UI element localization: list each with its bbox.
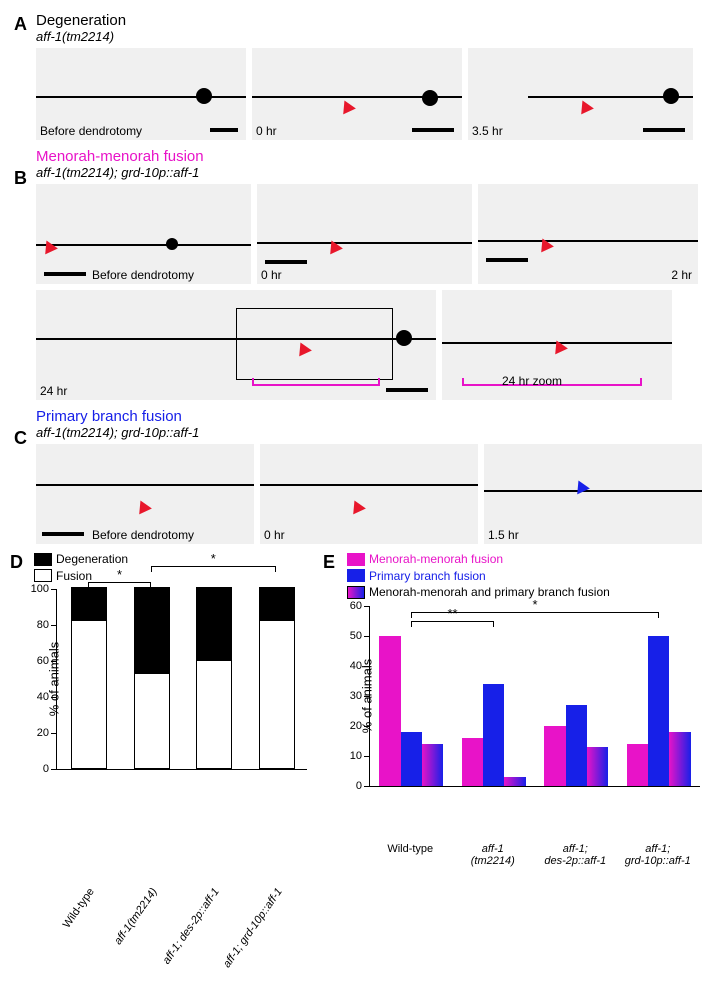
bar-fusion (259, 619, 295, 769)
scalebar (210, 128, 238, 132)
label-b-24hz: 24 hr zoom (502, 374, 562, 388)
bar-both (669, 732, 690, 786)
micrograph-b-24h: 24 hr (36, 290, 436, 400)
micrograph-a-before: Before dendrotomy (36, 48, 246, 140)
chart-e-area: % of animals 0102030405060*** (369, 606, 700, 787)
panel-c-images: Before dendrotomy 0 hr 1.5 hr (36, 444, 709, 544)
bar-degeneration (259, 587, 295, 621)
genotype-c: aff-1(tm2214); grd-10p::aff-1 (36, 425, 709, 440)
ylabel-d: % of animals (47, 642, 62, 716)
bracket-magenta (252, 378, 380, 386)
label-c-1-5h: 1.5 hr (488, 528, 519, 542)
micrograph-c-before: Before dendrotomy (36, 444, 254, 544)
panel-c: C Primary branch fusion aff-1(tm2214); g… (10, 408, 709, 544)
panel-a-images: Before dendrotomy 0 hr 3.5 hr (36, 48, 709, 140)
chart-d: D DegenerationFusion % of animals 020406… (10, 552, 313, 880)
bar-menorah (462, 738, 483, 786)
title-degeneration: Degeneration (36, 12, 709, 29)
micrograph-c-0h: 0 hr (260, 444, 478, 544)
scalebar (643, 128, 685, 132)
panel-letter-e: E (323, 552, 335, 573)
micrograph-c-1-5h: 1.5 hr (484, 444, 702, 544)
panel-letter-c: C (14, 428, 27, 449)
bar-primary (566, 705, 587, 786)
label-b-24h: 24 hr (40, 384, 67, 398)
xtick-label: aff-1;grd-10p::aff-1 (617, 843, 700, 867)
micrograph-b-24h-zoom: 24 hr zoom (442, 290, 672, 400)
panel-letter-d: D (10, 552, 23, 573)
title-primary: Primary branch fusion (36, 408, 709, 425)
xtick-label: Wild-type (61, 886, 97, 930)
panel-b-images-row1: Before dendrotomy 0 hr 2 hr (36, 184, 709, 284)
xtick-label: aff-1; des-2p::aff-1 (161, 886, 222, 967)
panel-a: A Degeneration aff-1(tm2214) Before dend… (10, 12, 709, 140)
label-b-2h: 2 hr (671, 268, 692, 282)
bar-menorah (627, 744, 648, 786)
bar-primary (401, 732, 422, 786)
bar-both (422, 744, 443, 786)
label-a-3-5h: 3.5 hr (472, 124, 503, 138)
micrograph-b-0h: 0 hr (257, 184, 472, 284)
micrograph-b-2h: 2 hr (478, 184, 698, 284)
scalebar (42, 532, 84, 536)
bar-menorah (544, 726, 565, 786)
xtick-label: aff-1(tm2214) (112, 886, 160, 947)
inset-box (236, 308, 393, 380)
bar-menorah (379, 636, 400, 786)
genotype-b: aff-1(tm2214); grd-10p::aff-1 (36, 165, 709, 180)
bar-both (587, 747, 608, 786)
scalebar (44, 272, 86, 276)
bar-fusion (71, 619, 107, 769)
chart-e: E Menorah-menorah fusionPrimary branch f… (323, 552, 709, 880)
bar-primary (648, 636, 669, 786)
panel-b: B Menorah-menorah fusion aff-1(tm2214); … (10, 148, 709, 400)
scalebar (265, 260, 307, 264)
charts-row: D DegenerationFusion % of animals 020406… (10, 552, 709, 880)
label-c-0h: 0 hr (264, 528, 285, 542)
xlabels-d: Wild-typeaff-1(tm2214)aff-1; des-2p::aff… (56, 770, 313, 880)
micrograph-b-before: Before dendrotomy (36, 184, 251, 284)
scalebar (412, 128, 454, 132)
micrograph-a-0h: 0 hr (252, 48, 462, 140)
bar-degeneration (71, 587, 107, 621)
xtick-label: Wild-type (369, 843, 452, 855)
chart-d-area: % of animals 020406080100** (56, 589, 307, 770)
bar-primary (483, 684, 504, 786)
label-b-0h: 0 hr (261, 268, 282, 282)
panel-letter-b: B (14, 168, 27, 189)
label-a-before: Before dendrotomy (40, 124, 142, 138)
legend-e: Menorah-menorah fusionPrimary branch fus… (347, 552, 709, 602)
bar-both (504, 777, 525, 786)
genotype-a: aff-1(tm2214) (36, 29, 709, 44)
scalebar (486, 258, 528, 262)
label-b-before: Before dendrotomy (92, 268, 194, 282)
xtick-label: aff-1; grd-10p::aff-1 (221, 886, 285, 970)
bar-degeneration (196, 587, 232, 661)
panel-letter-a: A (14, 14, 27, 35)
xlabels-e: Wild-typeaff-1(tm2214)aff-1;des-2p::aff-… (369, 787, 709, 837)
bar-fusion (134, 672, 170, 769)
label-a-0h: 0 hr (256, 124, 277, 138)
title-menorah: Menorah-menorah fusion (36, 148, 709, 165)
label-c-before: Before dendrotomy (92, 528, 194, 542)
xtick-label: aff-1;des-2p::aff-1 (534, 843, 617, 867)
xtick-label: aff-1(tm2214) (452, 843, 535, 867)
micrograph-a-3-5h: 3.5 hr (468, 48, 693, 140)
panel-b-images-row2: 24 hr 24 hr zoom (36, 290, 709, 400)
scalebar (386, 388, 428, 392)
bar-degeneration (134, 587, 170, 674)
bar-fusion (196, 659, 232, 769)
